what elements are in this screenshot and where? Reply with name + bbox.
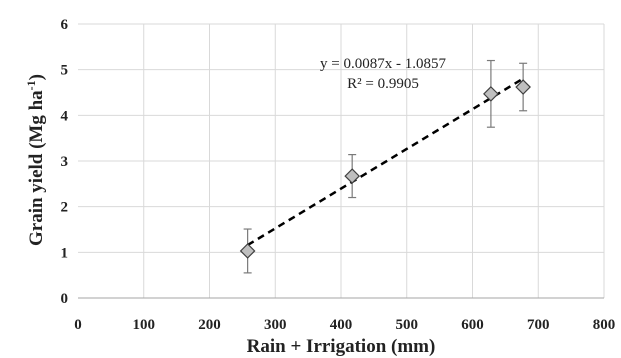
y-axis-title: Grain yield (Mg ha-1)	[24, 74, 47, 246]
y-tick-label: 4	[61, 108, 69, 124]
data-points	[239, 59, 531, 274]
data-point	[344, 168, 361, 184]
y-axis-title-main: Grain yield (Mg ha	[26, 90, 47, 246]
data-point	[239, 243, 256, 259]
data-point	[515, 79, 531, 95]
x-tick-label: 800	[593, 317, 616, 333]
y-tick-label: 1	[61, 245, 69, 261]
x-axis-title: Rain + Irrigation (mm)	[247, 336, 436, 357]
x-tick-label: 100	[133, 317, 156, 333]
x-tick-label: 700	[527, 317, 550, 333]
trendline	[246, 77, 524, 247]
y-axis-title-sup: -1	[24, 80, 38, 90]
x-tick-label: 0	[74, 317, 82, 333]
x-tick-label: 300	[264, 317, 287, 333]
y-tick-label: 6	[61, 17, 69, 33]
gridlines	[78, 23, 605, 298]
trendline-equation: y = 0.0087x - 1.0857	[320, 56, 446, 72]
y-tick-label: 3	[61, 154, 69, 170]
tick-labels: 0 100 200 300 400 500 600 700 800 0 1 2 3 4 5 6	[61, 17, 616, 333]
y-tick-label: 2	[61, 200, 69, 216]
y-axis-title-end: )	[26, 74, 47, 80]
y-tick-label: 5	[61, 63, 69, 79]
trendline-r2: R² = 0.9905	[347, 76, 419, 92]
x-tick-label: 400	[330, 317, 353, 333]
x-tick-label: 600	[461, 317, 484, 333]
data-point	[483, 86, 499, 102]
x-tick-label: 500	[396, 317, 419, 333]
x-tick-label: 200	[198, 317, 221, 333]
y-tick-label: 0	[61, 291, 69, 307]
